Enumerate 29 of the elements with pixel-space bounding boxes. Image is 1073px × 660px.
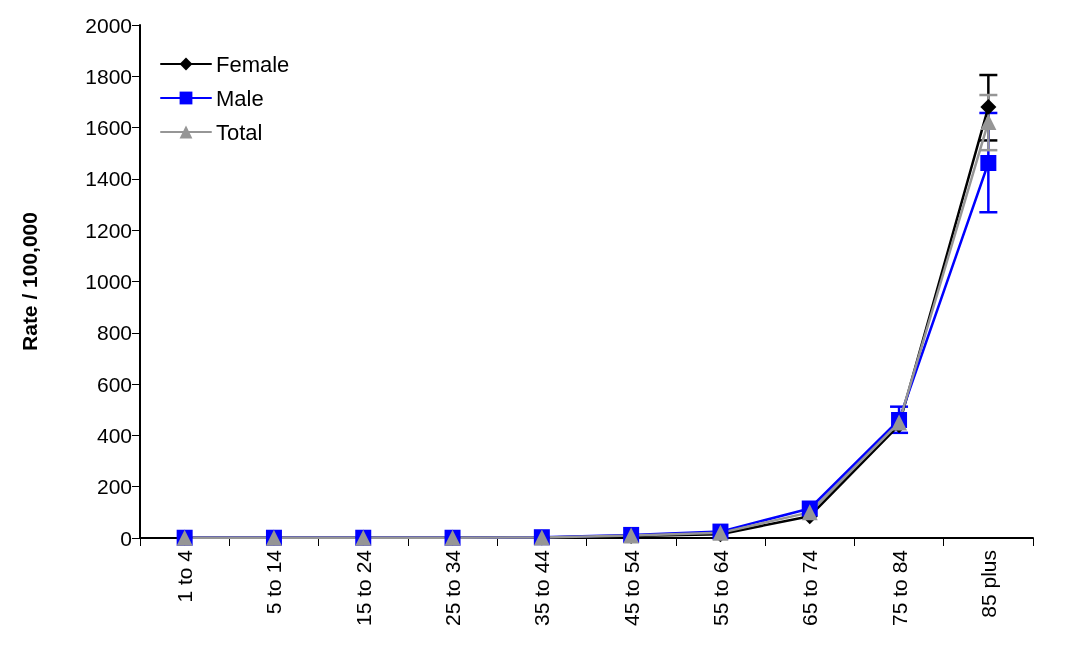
x-tick-label: 85 plus	[976, 550, 1000, 618]
point	[980, 99, 997, 116]
y-tick-label: 0	[120, 526, 132, 550]
legend-label: Total	[216, 119, 263, 145]
x-tick-label: 55 to 64	[708, 549, 732, 626]
x-tick-label: 65 to 74	[798, 549, 822, 626]
x-tick-label: 45 to 54	[619, 549, 643, 626]
point	[980, 113, 997, 130]
y-tick-label: 1200	[85, 218, 132, 242]
y-tick-label: 2000	[85, 13, 132, 37]
x-tick-label: 15 to 24	[351, 549, 375, 626]
y-tick-label: 1000	[85, 270, 132, 293]
y-tick-label: 1400	[85, 167, 132, 191]
legend-label: Male	[216, 85, 264, 111]
x-tick-label: 5 to 14	[262, 549, 286, 615]
x-tick-label: 25 to 34	[441, 549, 465, 626]
x-tick-label: 1 to 4	[173, 549, 197, 603]
y-tick-label: 400	[96, 423, 132, 447]
y-tick-label: 800	[96, 321, 132, 345]
y-axis-title: Rate / 100,000	[18, 212, 41, 351]
y-tick-label: 1800	[85, 64, 132, 88]
y-tick-label: 200	[96, 475, 132, 499]
point	[980, 155, 997, 171]
x-tick-label: 75 to 84	[887, 549, 911, 626]
y-tick-label: 600	[96, 372, 132, 396]
y-tick-label: 1600	[85, 116, 132, 140]
legend-label: Female	[216, 51, 290, 77]
point	[801, 504, 818, 521]
x-tick-label: 35 to 44	[530, 549, 554, 626]
